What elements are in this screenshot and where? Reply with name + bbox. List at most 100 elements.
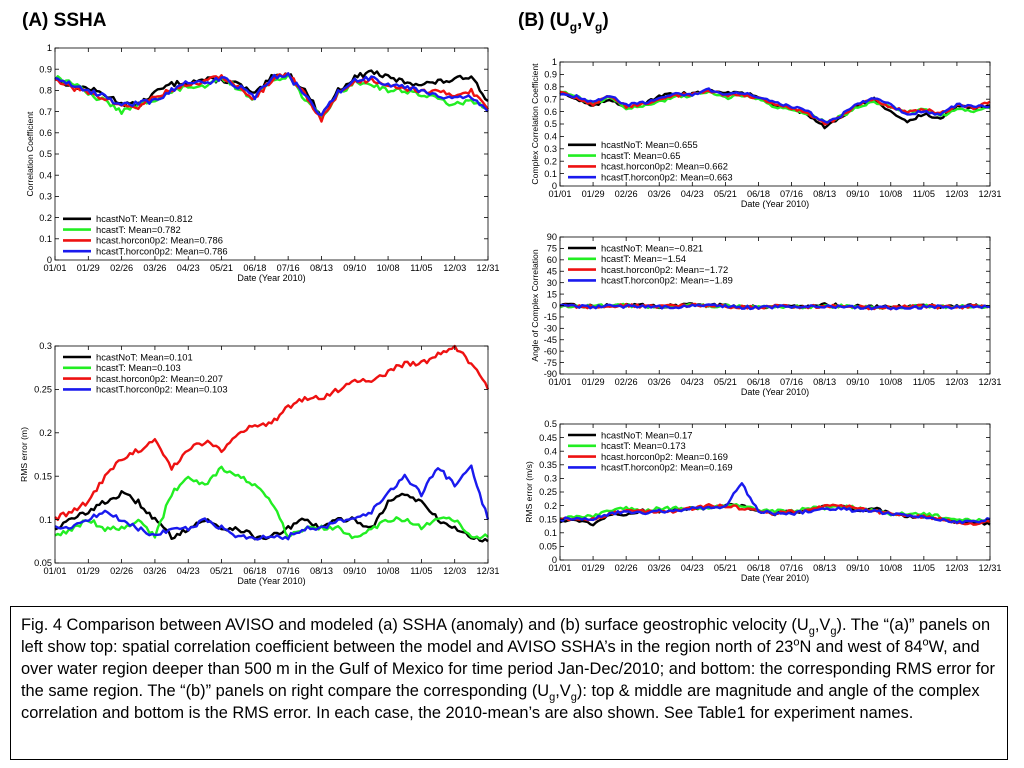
x-tick-label: 05/21 <box>714 377 737 387</box>
y-tick-label: -90 <box>544 369 557 379</box>
x-tick-label: 12/31 <box>979 563 1002 573</box>
y-tick-label: 0.2 <box>39 213 52 223</box>
series-line-0 <box>54 490 489 543</box>
x-tick-label: 11/05 <box>913 377 935 387</box>
series-line-3 <box>559 87 991 124</box>
x-tick-label: 10/08 <box>377 263 400 273</box>
x-tick-label: 12/31 <box>979 189 1002 199</box>
y-tick-label: 0.15 <box>539 514 557 524</box>
x-tick-label: 02/26 <box>110 566 133 576</box>
x-tick-label: 09/10 <box>343 263 366 273</box>
x-tick-label: 10/08 <box>879 377 902 387</box>
x-tick-label: 04/23 <box>681 189 704 199</box>
y-tick-label: 0.1 <box>544 169 557 179</box>
y-tick-label: 0.9 <box>39 64 52 74</box>
x-tick-label: 07/16 <box>277 263 300 273</box>
x-tick-label: 01/01 <box>549 377 572 387</box>
y-tick-label: 0 <box>552 555 557 565</box>
series-line-1 <box>54 73 489 119</box>
x-tick-label: 07/16 <box>277 566 300 576</box>
y-tick-label: 0.6 <box>39 128 52 138</box>
y-tick-label: 0.35 <box>539 460 557 470</box>
x-tick-label: 06/18 <box>243 566 266 576</box>
legend-label: hcastT.horcon0p2: Mean=0.663 <box>601 172 733 183</box>
plot-frame <box>559 423 991 561</box>
x-tick-label: 07/16 <box>780 377 803 387</box>
x-tick-label: 12/03 <box>443 263 466 273</box>
x-tick-label: 03/26 <box>648 377 671 387</box>
legend-label: hcastT: Mean=−1.54 <box>601 253 686 264</box>
x-tick-label: 01/01 <box>549 189 572 199</box>
x-tick-label: 05/21 <box>210 263 233 273</box>
x-tick-label: 11/05 <box>410 566 432 576</box>
y-tick-label: 0.15 <box>34 471 52 481</box>
x-tick-label: 04/23 <box>681 377 704 387</box>
legend-label: hcastT.horcon0p2: Mean=0.103 <box>96 384 228 395</box>
x-tick-label: 11/05 <box>410 263 432 273</box>
y-tick-label: 0.05 <box>539 542 557 552</box>
series-line-1 <box>559 503 991 524</box>
y-tick-label: -60 <box>544 346 557 356</box>
y-tick-label: -30 <box>544 324 557 334</box>
y-tick-label: 0.2 <box>544 156 557 166</box>
x-tick-label: 07/16 <box>780 563 803 573</box>
series-line-2 <box>54 344 490 521</box>
x-tick-label: 09/10 <box>846 189 869 199</box>
legend-label: hcast.horcon0p2: Mean=0.169 <box>601 451 728 462</box>
y-tick-label: -15 <box>544 312 557 322</box>
x-tick-label: 04/23 <box>681 563 704 573</box>
x-tick-label: 07/16 <box>780 189 803 199</box>
y-axis-label: RMS error (m) <box>19 427 29 482</box>
y-axis-label: RMS error (m/s) <box>524 461 534 523</box>
x-tick-label: 12/31 <box>979 377 1002 387</box>
legend-label: hcastT: Mean=0.65 <box>601 150 680 161</box>
y-tick-label: 0.3 <box>39 192 52 202</box>
x-tick-label: 03/26 <box>143 566 166 576</box>
y-tick-label: 30 <box>547 278 557 288</box>
plot-frame <box>559 236 991 375</box>
series-line-2 <box>559 89 991 126</box>
plot-frame <box>54 47 489 261</box>
y-tick-label: 0.5 <box>39 149 52 159</box>
series-line-1 <box>559 90 991 124</box>
x-tick-label: 10/08 <box>377 566 400 576</box>
y-tick-label: 0.25 <box>539 487 557 497</box>
y-tick-label: 0.1 <box>39 515 52 525</box>
x-tick-label: 11/05 <box>913 563 935 573</box>
series-line-3 <box>559 482 991 525</box>
y-tick-label: 60 <box>547 255 557 265</box>
y-tick-label: 75 <box>547 244 557 254</box>
x-tick-label: 01/01 <box>44 566 67 576</box>
y-tick-label: 0.45 <box>539 433 557 443</box>
series-line-3 <box>54 72 489 117</box>
x-axis-label: Date (Year 2010) <box>237 273 305 283</box>
y-tick-label: 0.3 <box>544 474 557 484</box>
y-tick-label: 0.2 <box>39 428 52 438</box>
x-tick-label: 01/29 <box>582 377 605 387</box>
x-tick-label: 12/03 <box>945 377 968 387</box>
chart-vel_corr: 01/01 01/29 02/26 03/26 04/23 05/21 06/18 07/16… <box>530 57 1002 209</box>
legend-label: hcastT.horcon0p2: Mean=−1.89 <box>601 275 733 286</box>
x-axis-label: Date (Year 2010) <box>741 573 809 583</box>
x-tick-label: 05/21 <box>210 566 233 576</box>
x-axis-label: Date (Year 2010) <box>741 387 809 397</box>
y-tick-label: 0.6 <box>544 107 557 117</box>
x-tick-label: 02/26 <box>615 377 638 387</box>
series-line-3 <box>559 303 991 311</box>
chart-ssha_rms: 01/01 01/29 02/26 03/26 04/23 05/21 06/18 07/16… <box>19 341 500 586</box>
x-tick-label: 06/18 <box>747 377 770 387</box>
x-tick-label: 08/13 <box>310 566 333 576</box>
plot-frame <box>559 61 991 187</box>
y-tick-label: 0.7 <box>39 107 52 117</box>
x-tick-label: 06/18 <box>747 189 770 199</box>
series-line-0 <box>559 502 991 527</box>
legend-label: hcastT.horcon0p2: Mean=0.169 <box>601 462 733 473</box>
y-tick-label: 0.9 <box>544 70 557 80</box>
y-tick-label: -45 <box>544 335 557 345</box>
y-tick-label: 0.5 <box>544 419 557 429</box>
legend-label: hcastT.horcon0p2: Mean=0.786 <box>96 246 228 257</box>
x-tick-label: 02/26 <box>110 263 133 273</box>
y-tick-label: 0 <box>47 255 52 265</box>
chart-vel_rms: 01/01 01/29 02/26 03/26 04/23 05/21 06/18 07/16… <box>524 419 1002 583</box>
legend-label: hcastT: Mean=0.782 <box>96 224 181 235</box>
